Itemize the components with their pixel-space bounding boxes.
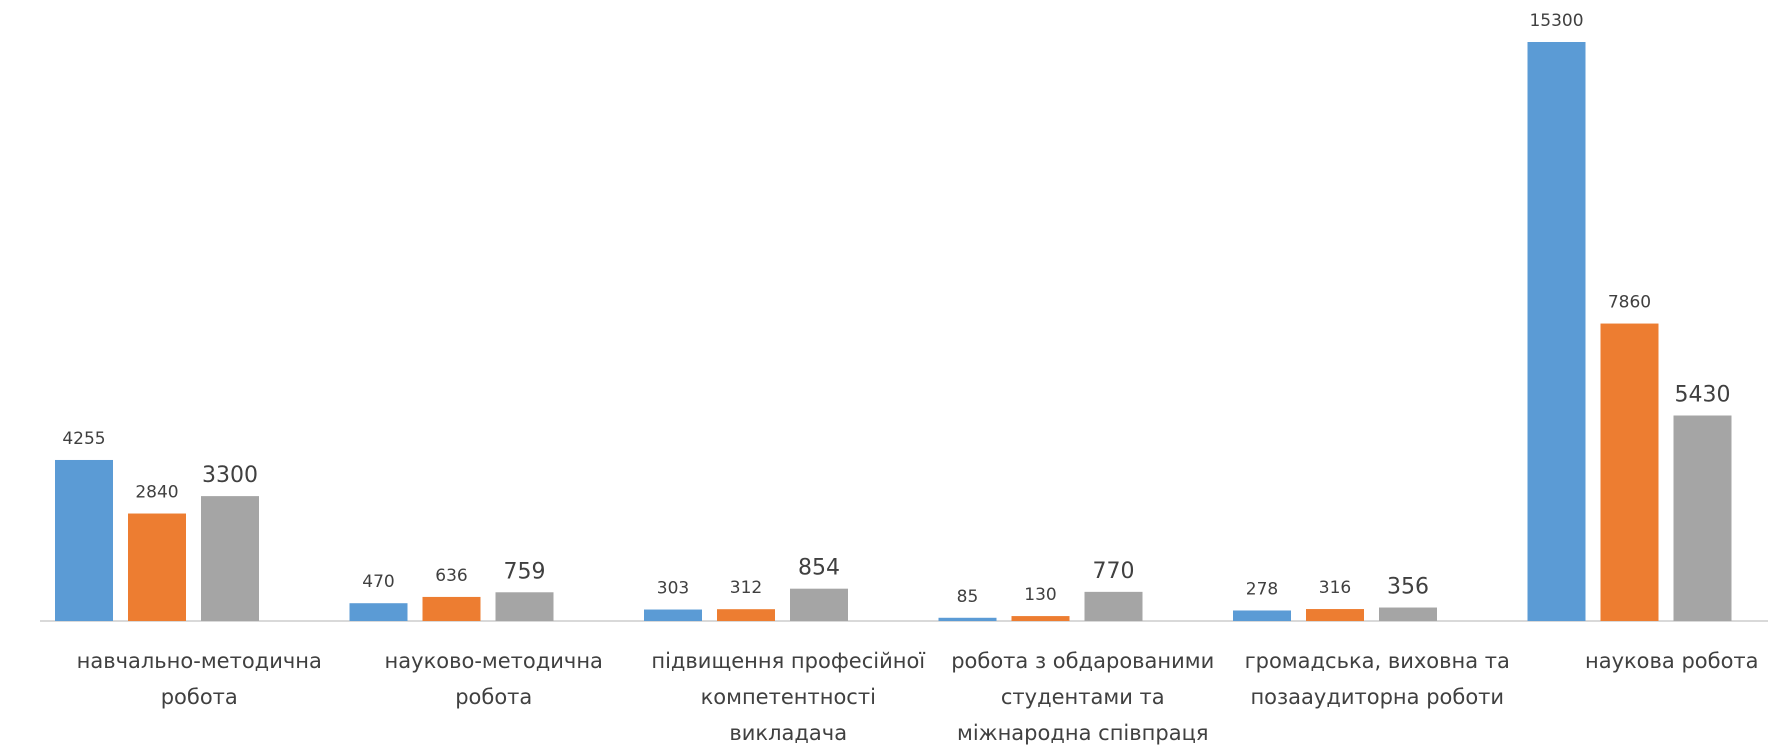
bar-series-1-cat-5 — [1233, 610, 1291, 621]
bar-series-2-cat-2 — [422, 596, 481, 621]
data-labels-group: 4255 2840 3300 470 636 759 303 312 854 85 130 770 27… — [62, 11, 1730, 607]
data-label-series-1-cat-3: 303 — [657, 579, 689, 599]
data-label-series-2-cat-1: 2840 — [135, 483, 178, 503]
data-label-series-2-cat-2: 636 — [435, 566, 467, 586]
category-labels-group: навчально-методична роботанауково-методич… — [77, 649, 1759, 745]
category-label-line: наукова робота — [1585, 649, 1759, 673]
bar-series-3-cat-4 — [1084, 591, 1143, 621]
bar-series-3-cat-1 — [201, 496, 259, 621]
bar-series-1-cat-6 — [1527, 42, 1586, 621]
data-label-series-1-cat-1: 4255 — [62, 429, 105, 449]
bar-series-2-cat-5 — [1306, 609, 1364, 621]
category-label-5: громадська, виховна та позааудиторна робо… — [1245, 649, 1510, 709]
category-label-4: робота з обдарованими студентами та міжнар… — [951, 649, 1214, 745]
data-label-series-3-cat-3: 854 — [798, 556, 840, 581]
category-label-2: науково-методична робота — [385, 649, 603, 709]
bar-series-1-cat-1 — [55, 459, 113, 621]
data-label-series-3-cat-1: 3300 — [202, 463, 258, 488]
bar-series-1-cat-4 — [938, 617, 997, 621]
category-label-3: підвищення професійної компетентності викл… — [651, 649, 925, 745]
data-label-series-3-cat-2: 759 — [504, 559, 546, 584]
bar-series-2-cat-3 — [717, 609, 775, 621]
data-label-series-2-cat-4: 130 — [1024, 585, 1056, 605]
data-label-series-2-cat-3: 312 — [730, 578, 762, 598]
category-label-line: науково-методична — [385, 649, 603, 673]
bar-series-3-cat-2 — [495, 592, 554, 621]
bar-series-3-cat-5 — [1379, 607, 1437, 621]
data-label-series-1-cat-2: 470 — [362, 572, 394, 592]
category-label-line: позааудиторна роботи — [1250, 685, 1504, 709]
data-label-series-3-cat-6: 5430 — [1675, 383, 1731, 408]
bar-series-2-cat-6 — [1600, 323, 1659, 621]
data-label-series-1-cat-4: 85 — [957, 587, 979, 607]
bar-series-3-cat-6 — [1673, 415, 1732, 621]
category-label-line: викладача — [729, 721, 847, 745]
category-label-line: підвищення професійної — [651, 649, 925, 673]
category-label-line: навчально-методична — [77, 649, 322, 673]
category-label-line: робота з обдарованими — [951, 649, 1214, 673]
category-label-6: наукова робота — [1585, 649, 1759, 673]
category-label-line: робота — [455, 685, 532, 709]
category-label-1: навчально-методична робота — [77, 649, 322, 709]
bar-series-2-cat-1 — [128, 513, 186, 621]
category-label-line: студентами та — [1001, 685, 1165, 709]
category-label-line: робота — [161, 685, 238, 709]
bar-series-1-cat-3 — [644, 609, 702, 621]
category-label-line: компетентності — [701, 685, 876, 709]
category-label-line: громадська, виховна та — [1245, 649, 1510, 673]
data-label-series-3-cat-5: 356 — [1387, 575, 1429, 600]
bar-series-3-cat-3 — [790, 588, 848, 621]
bar-series-2-cat-4 — [1011, 616, 1070, 621]
data-label-series-2-cat-5: 316 — [1319, 578, 1351, 598]
data-label-series-1-cat-5: 278 — [1246, 579, 1278, 599]
category-label-line: міжнародна співпраця — [957, 721, 1209, 745]
data-label-series-3-cat-4: 770 — [1093, 559, 1135, 584]
data-label-series-2-cat-6: 7860 — [1608, 293, 1651, 313]
bar-series-1-cat-2 — [349, 603, 408, 621]
data-label-series-1-cat-6: 15300 — [1529, 11, 1583, 31]
bars-group — [55, 42, 1732, 621]
